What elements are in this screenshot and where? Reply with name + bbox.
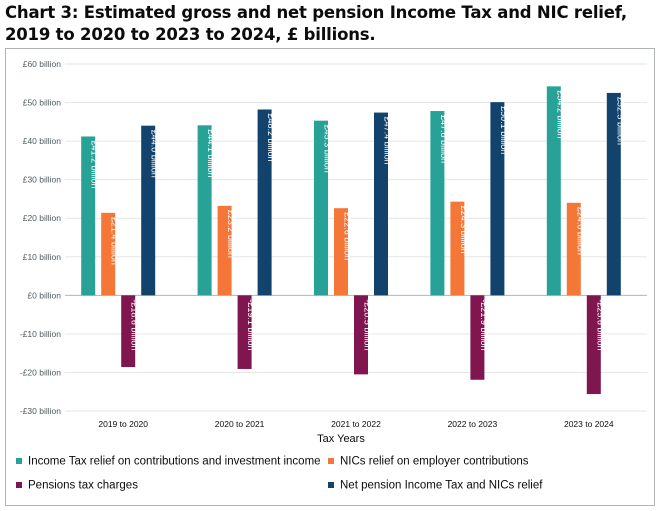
bar-chart: £60 billion £50 billion £40 billion £30 bil…	[16, 59, 647, 492]
legend-swatch	[16, 482, 22, 488]
bar	[237, 295, 252, 369]
chart-frame: £60 billion £50 billion £40 billion £30 bil…	[5, 48, 655, 506]
x-axis-title: Tax Years	[317, 433, 365, 445]
y-tick-label: £30 billion	[23, 175, 62, 185]
y-tick-label: £60 billion	[23, 59, 62, 69]
y-tick-label: -£10 billion	[20, 329, 61, 339]
legend-label: Net pension Income Tax and NICs relief	[340, 480, 543, 492]
data-label: -£18.6 billion	[130, 299, 140, 350]
y-tick-label: -£20 billion	[20, 367, 61, 377]
y-tick-label: -£30 billion	[20, 406, 61, 416]
data-label: £41.2 billion	[90, 140, 100, 188]
y-tick-label: £0 billion	[27, 290, 61, 300]
bar	[257, 109, 272, 296]
y-tick-label: £20 billion	[23, 213, 62, 223]
data-label: £52.5 billion	[615, 97, 625, 145]
data-label: £50.1 billion	[499, 106, 509, 154]
bar	[217, 205, 232, 296]
data-label: £44.0 billion	[150, 130, 160, 178]
bar	[586, 295, 601, 395]
bar	[141, 125, 156, 296]
data-label: £54.2 billion	[555, 90, 565, 138]
data-label: £24.3 billion	[459, 206, 469, 254]
chart-title: Chart 3: Estimated gross and net pension…	[5, 3, 627, 44]
bar	[334, 208, 348, 296]
y-tick-label: £40 billion	[23, 136, 62, 146]
data-label: -£25.6 billion	[595, 299, 605, 350]
bar	[374, 112, 388, 296]
data-label: £47.4 billion	[383, 117, 393, 165]
bar	[430, 111, 445, 296]
legend-label: Income Tax relief on contributions and i…	[28, 456, 321, 468]
y-tick-label: £50 billion	[23, 98, 62, 108]
y-tick-label: £10 billion	[23, 252, 62, 262]
bar	[314, 120, 328, 296]
bar	[546, 86, 561, 296]
bar	[354, 295, 368, 375]
legend-swatch	[328, 458, 334, 464]
data-label: £47.8 billion	[439, 115, 449, 163]
data-label: -£21.9 billion	[479, 299, 489, 350]
legend-swatch	[328, 482, 334, 488]
data-label: £21.4 billion	[110, 217, 120, 265]
data-label: £24.0 billion	[575, 207, 585, 255]
bar	[490, 102, 505, 296]
legend-label: NICs relief on employer contributions	[340, 456, 529, 468]
data-label: £48.2 billion	[266, 113, 276, 161]
x-tick-label: 2019 to 2020	[98, 419, 148, 429]
x-tick-label: 2020 to 2021	[215, 419, 265, 429]
bar	[606, 92, 621, 296]
bar	[121, 295, 136, 368]
bar	[197, 125, 212, 296]
bar	[470, 295, 485, 380]
data-label: -£20.5 billion	[363, 299, 373, 350]
x-tick-label: 2023 to 2024	[564, 419, 614, 429]
bar	[101, 212, 116, 296]
x-tick-label: 2022 to 2023	[448, 419, 498, 429]
data-label: £44.1 billion	[206, 129, 216, 177]
data-label: -£19.1 billion	[246, 299, 256, 350]
bar	[566, 202, 581, 296]
legend-label: Pensions tax charges	[28, 480, 138, 492]
legend-swatch	[16, 458, 22, 464]
x-tick-label: 2021 to 2022	[331, 419, 381, 429]
bar	[81, 136, 96, 296]
data-label: £23.2 billion	[226, 210, 236, 258]
data-label: £22.6 billion	[343, 212, 353, 260]
bar	[450, 201, 465, 296]
data-label: £45.3 billion	[323, 125, 333, 173]
